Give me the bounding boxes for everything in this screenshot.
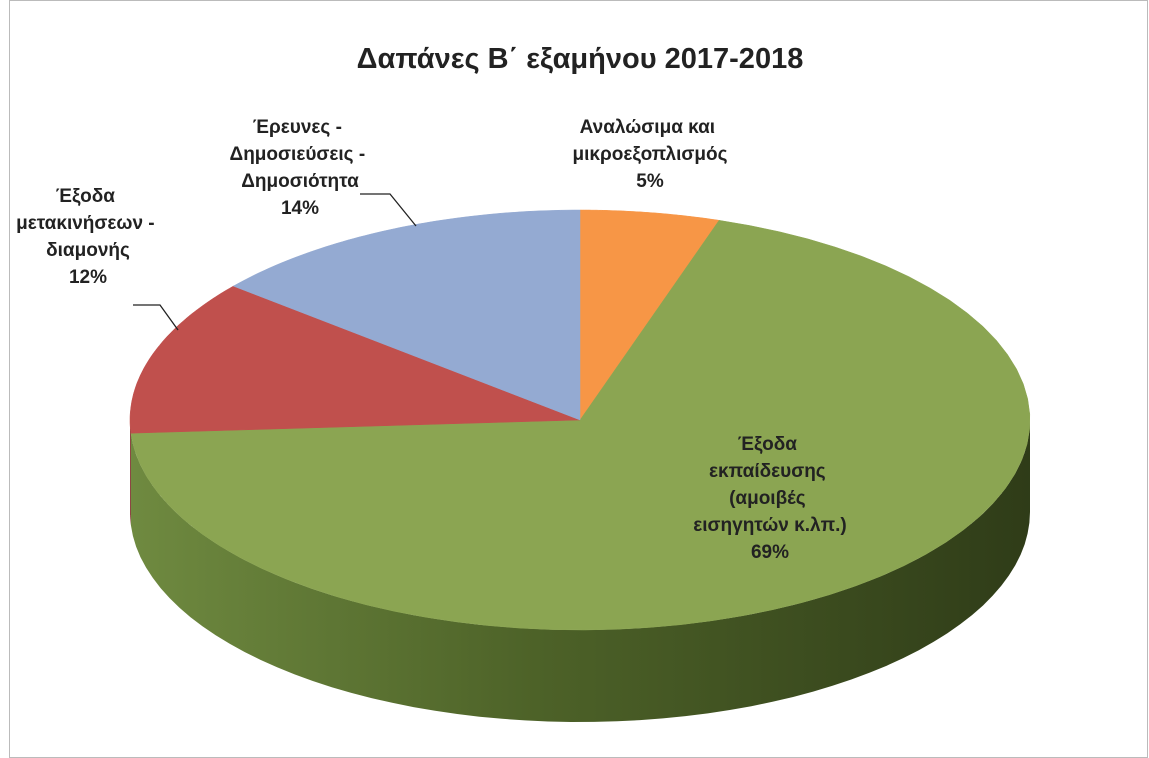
data-label-value: 14% [281, 198, 319, 219]
label-line: διαμονής [46, 240, 130, 261]
slice-side [130, 420, 1030, 722]
chart-title: Δαπάνες Β΄ εξαμήνου 2017-2018 [357, 43, 804, 75]
slice-side [130, 420, 131, 526]
slice [129, 285, 581, 434]
label-line: μετακινήσεων - [16, 213, 160, 234]
data-label-name: Αναλώσιμα και μικροεξοπλισμός [573, 117, 728, 165]
label-line: Έξοδα [738, 434, 803, 455]
data-label-name: Έρευνες - Δημοσιεύσεις - Δημοσιότητα [230, 117, 371, 192]
label-line: (αμοιβές [729, 488, 811, 509]
label-line: Έξοδα [56, 186, 121, 207]
label-line: Αναλώσιμα και [580, 117, 721, 138]
label-line: εκπαίδευσης [709, 461, 831, 482]
slice [579, 209, 720, 421]
leader-line [360, 193, 417, 227]
label-line: Έρευνες - [253, 117, 347, 138]
data-label-name: Έξοδα μετακινήσεων - διαμονής [16, 186, 160, 261]
label-line: μικροεξοπλισμός [573, 144, 728, 165]
slice [130, 220, 1031, 631]
data-label-value: 12% [69, 267, 107, 288]
leader-line [133, 304, 179, 331]
data-label-value: 5% [636, 171, 664, 192]
data-label-value: 69% [751, 542, 789, 563]
label-line: εισηγητών κ.λπ.) [693, 515, 847, 536]
label-line: Δημοσιεύσεις - [230, 144, 371, 165]
data-label-name: Έξοδα εκπαίδευσης (αμοιβές εισηγητών κ.λ… [693, 434, 847, 536]
label-line: Δημοσιότητα [241, 171, 359, 192]
slice [232, 209, 581, 421]
